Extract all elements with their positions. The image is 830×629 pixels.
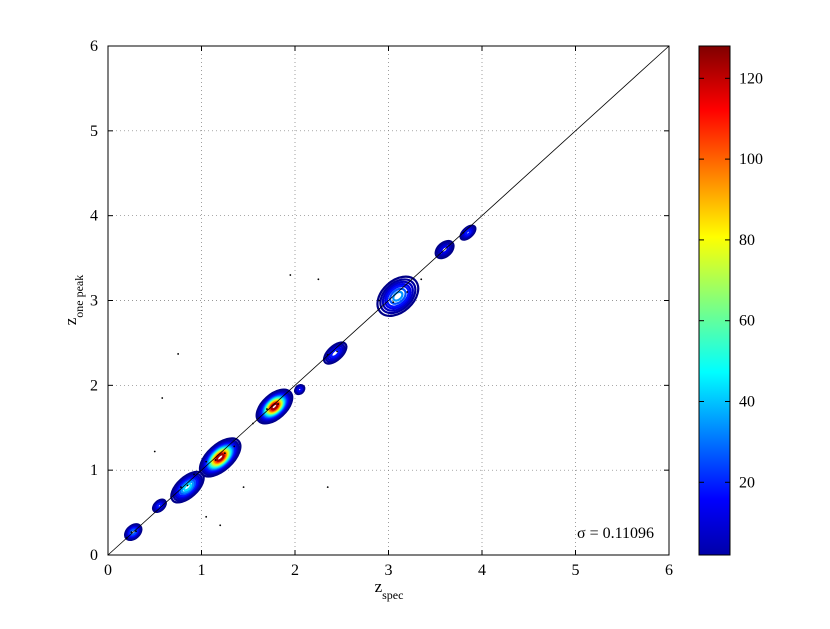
x-tick-label: 1 — [198, 562, 206, 579]
x-tick-label: 5 — [572, 562, 580, 579]
y-tick-label: 1 — [90, 462, 98, 479]
y-tick-label: 3 — [90, 293, 98, 310]
colorbar-tick-label: 80 — [739, 232, 755, 249]
scatter-point — [130, 531, 133, 533]
x-tick-label: 4 — [478, 562, 486, 579]
scatter-point — [161, 397, 164, 399]
x-tick-label: 3 — [385, 562, 393, 579]
contour-line — [198, 437, 242, 478]
contour-line — [255, 388, 294, 425]
y-axis-label-base: z — [61, 317, 80, 325]
y-axis-label: zone peak — [61, 275, 86, 326]
contour-line — [388, 287, 407, 305]
scatter-point — [233, 445, 236, 448]
contour-line — [330, 348, 341, 358]
scatter-point — [392, 301, 395, 304]
scatter-point — [214, 459, 217, 461]
scatter-point — [193, 473, 195, 476]
contour-line — [386, 284, 410, 308]
x-axis-label-sub: spec — [382, 588, 403, 602]
scatter-point — [205, 515, 208, 518]
grid — [108, 46, 669, 555]
y-tick-label: 5 — [90, 123, 98, 140]
scatter-point — [242, 486, 245, 489]
scatter-point — [180, 486, 182, 489]
colorbar-tick-label: 120 — [739, 70, 763, 87]
contour-line — [384, 282, 412, 310]
y-axis-label-sub: one peak — [72, 275, 86, 318]
x-tick-label: 0 — [104, 562, 112, 579]
x-axis-label-base: z — [375, 577, 383, 596]
contour-line — [379, 278, 417, 315]
colorbar-tick-label: 100 — [739, 151, 763, 168]
reference-line — [107, 45, 670, 556]
contour-line — [326, 344, 344, 362]
colorbar-tick-label: 60 — [739, 313, 755, 330]
scatter-point — [277, 403, 280, 405]
scatter-point — [378, 299, 381, 302]
y-axis-ticks: 0 1 2 3 4 5 6 — [90, 38, 669, 564]
y-tick-label: 0 — [90, 547, 98, 564]
scatter-point — [153, 450, 156, 453]
contour-line — [322, 341, 348, 365]
y-tick-label: 6 — [90, 38, 98, 55]
contour-line — [182, 482, 192, 492]
scatter-point — [406, 291, 409, 293]
contour-line — [172, 472, 203, 502]
x-tick-label: 6 — [665, 562, 673, 579]
colorbar-ticks: 20 40 60 80 100 120 — [699, 70, 763, 491]
contour-line — [464, 229, 472, 236]
scatter-point — [223, 452, 226, 455]
scatter-point — [205, 460, 208, 463]
colorbar-tick-label: 40 — [739, 393, 755, 410]
x-axis-label: zspec — [375, 577, 404, 602]
scatter-point — [289, 274, 292, 276]
contour-line — [178, 479, 197, 496]
scatter-point — [219, 524, 222, 527]
colorbar — [698, 45, 731, 556]
y-tick-label: 2 — [90, 377, 98, 394]
colorbar-tick-label: 20 — [739, 474, 755, 491]
x-tick-label: 2 — [291, 562, 299, 579]
sigma-annotation: σ = 0.11096 — [577, 525, 654, 542]
contour-line — [215, 453, 225, 462]
x-axis-ticks: 0 1 2 3 4 5 6 — [104, 46, 673, 579]
scatter-point — [177, 353, 180, 355]
contour-line — [177, 477, 198, 498]
contour-line — [296, 386, 303, 393]
scatter-point — [266, 408, 268, 410]
contour-line — [381, 280, 414, 312]
scatter-point — [336, 350, 338, 353]
scatter-point — [186, 484, 189, 487]
contour-line — [376, 275, 420, 317]
scatter-point — [135, 530, 137, 533]
scatter-point — [326, 486, 329, 489]
scatter-point — [317, 278, 320, 281]
scatter-point — [420, 278, 423, 281]
y-tick-label: 4 — [90, 208, 98, 225]
